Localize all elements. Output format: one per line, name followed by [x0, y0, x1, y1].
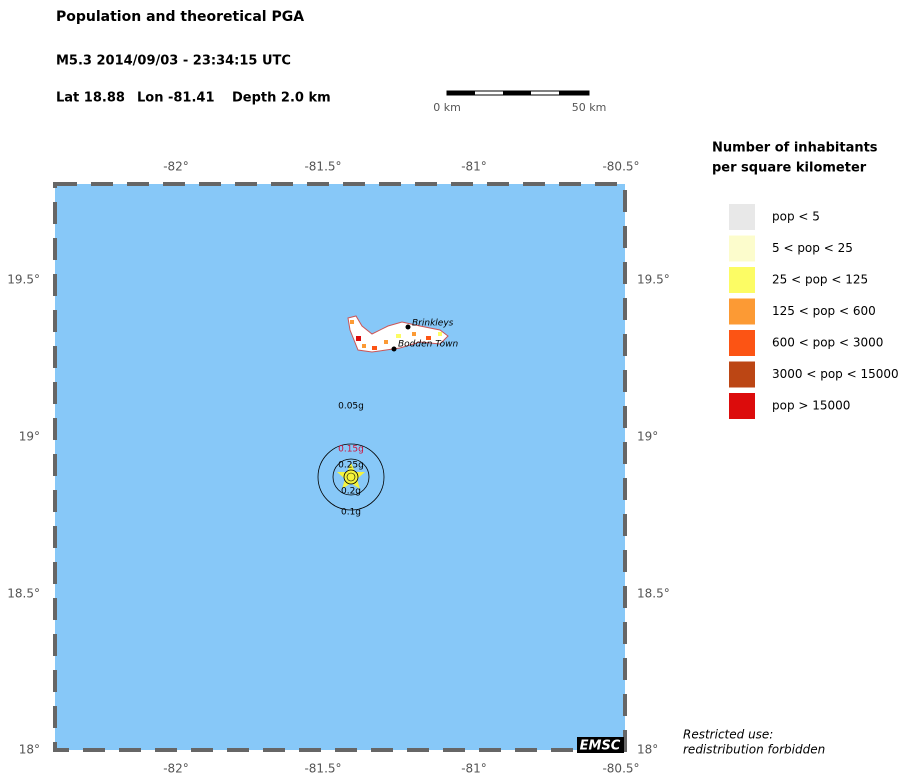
legend-label: 25 < pop < 125: [772, 273, 868, 287]
pga-label: 0.05g: [338, 402, 364, 412]
logo: EMSC: [580, 739, 621, 754]
lon-label: -80.5°: [602, 160, 639, 174]
lon-label: -81.5°: [304, 160, 341, 174]
lat-label: 19°: [637, 430, 658, 444]
legend-label: 600 < pop < 3000: [772, 336, 883, 350]
legend-label: 5 < pop < 25: [772, 241, 853, 255]
lat-label: 18°: [19, 743, 40, 757]
legend-swatch: [729, 393, 755, 419]
legend-label: pop > 15000: [772, 399, 850, 413]
legend-title: Number of inhabitants: [712, 141, 878, 156]
population-dots: [350, 320, 442, 350]
lat-label: 19°: [19, 430, 40, 444]
legend-label: 125 < pop < 600: [772, 304, 876, 318]
pga-contour: [317, 443, 385, 511]
sea: [55, 184, 625, 750]
legend-swatch: [729, 298, 755, 325]
footer-note: redistribution forbidden: [683, 743, 825, 757]
map-frame: [53, 182, 627, 752]
map: Brinkleys Bodden Town 0.05g 0.15g 0.25g …: [53, 182, 627, 754]
legend-swatch: [729, 204, 755, 230]
scale-start: 0 km: [433, 101, 461, 114]
legend-swatch: [729, 267, 755, 293]
place-label: Brinkleys: [412, 319, 454, 329]
scale-end: 50 km: [572, 101, 607, 114]
scale-bar: 0 km 50 km: [433, 90, 607, 114]
pga-contour: [332, 458, 370, 496]
lat-label: 18.5°: [7, 587, 40, 601]
pga-label: 0.25g: [338, 461, 364, 471]
place-label: Bodden Town: [398, 340, 458, 350]
legend-swatch: [729, 330, 755, 356]
pga-label: 0.15g: [338, 445, 364, 455]
legend-label: 3000 < pop < 15000: [772, 367, 899, 381]
legend-label: pop < 5: [772, 210, 820, 224]
lon-label: -82°: [163, 160, 189, 174]
legend-title: per square kilometer: [712, 161, 867, 176]
lat-label: 19.5°: [7, 273, 40, 287]
lon-label: -81.5°: [304, 762, 341, 776]
lon-label: -81°: [461, 160, 487, 174]
lon-label: -81°: [461, 762, 487, 776]
depth: Depth 2.0 km: [232, 91, 331, 106]
lat-label: 18.5°: [637, 587, 670, 601]
lon-label: -80.5°: [602, 762, 639, 776]
lon-label: -82°: [163, 762, 189, 776]
latitude: Lat 18.88: [56, 91, 125, 106]
pga-label: 0.2g: [341, 487, 361, 497]
legend-swatch: [729, 361, 755, 388]
title: Population and theoretical PGA: [56, 9, 304, 25]
lat-label: 19.5°: [637, 273, 670, 287]
footer-note: Restricted use:: [683, 728, 773, 742]
longitude: Lon -81.41: [137, 91, 215, 106]
event-info: M5.3 2014/09/03 - 23:34:15 UTC: [56, 54, 291, 69]
pga-label: 0.1g: [341, 508, 361, 518]
legend-swatch: [729, 235, 755, 262]
lat-label: 18°: [637, 743, 658, 757]
